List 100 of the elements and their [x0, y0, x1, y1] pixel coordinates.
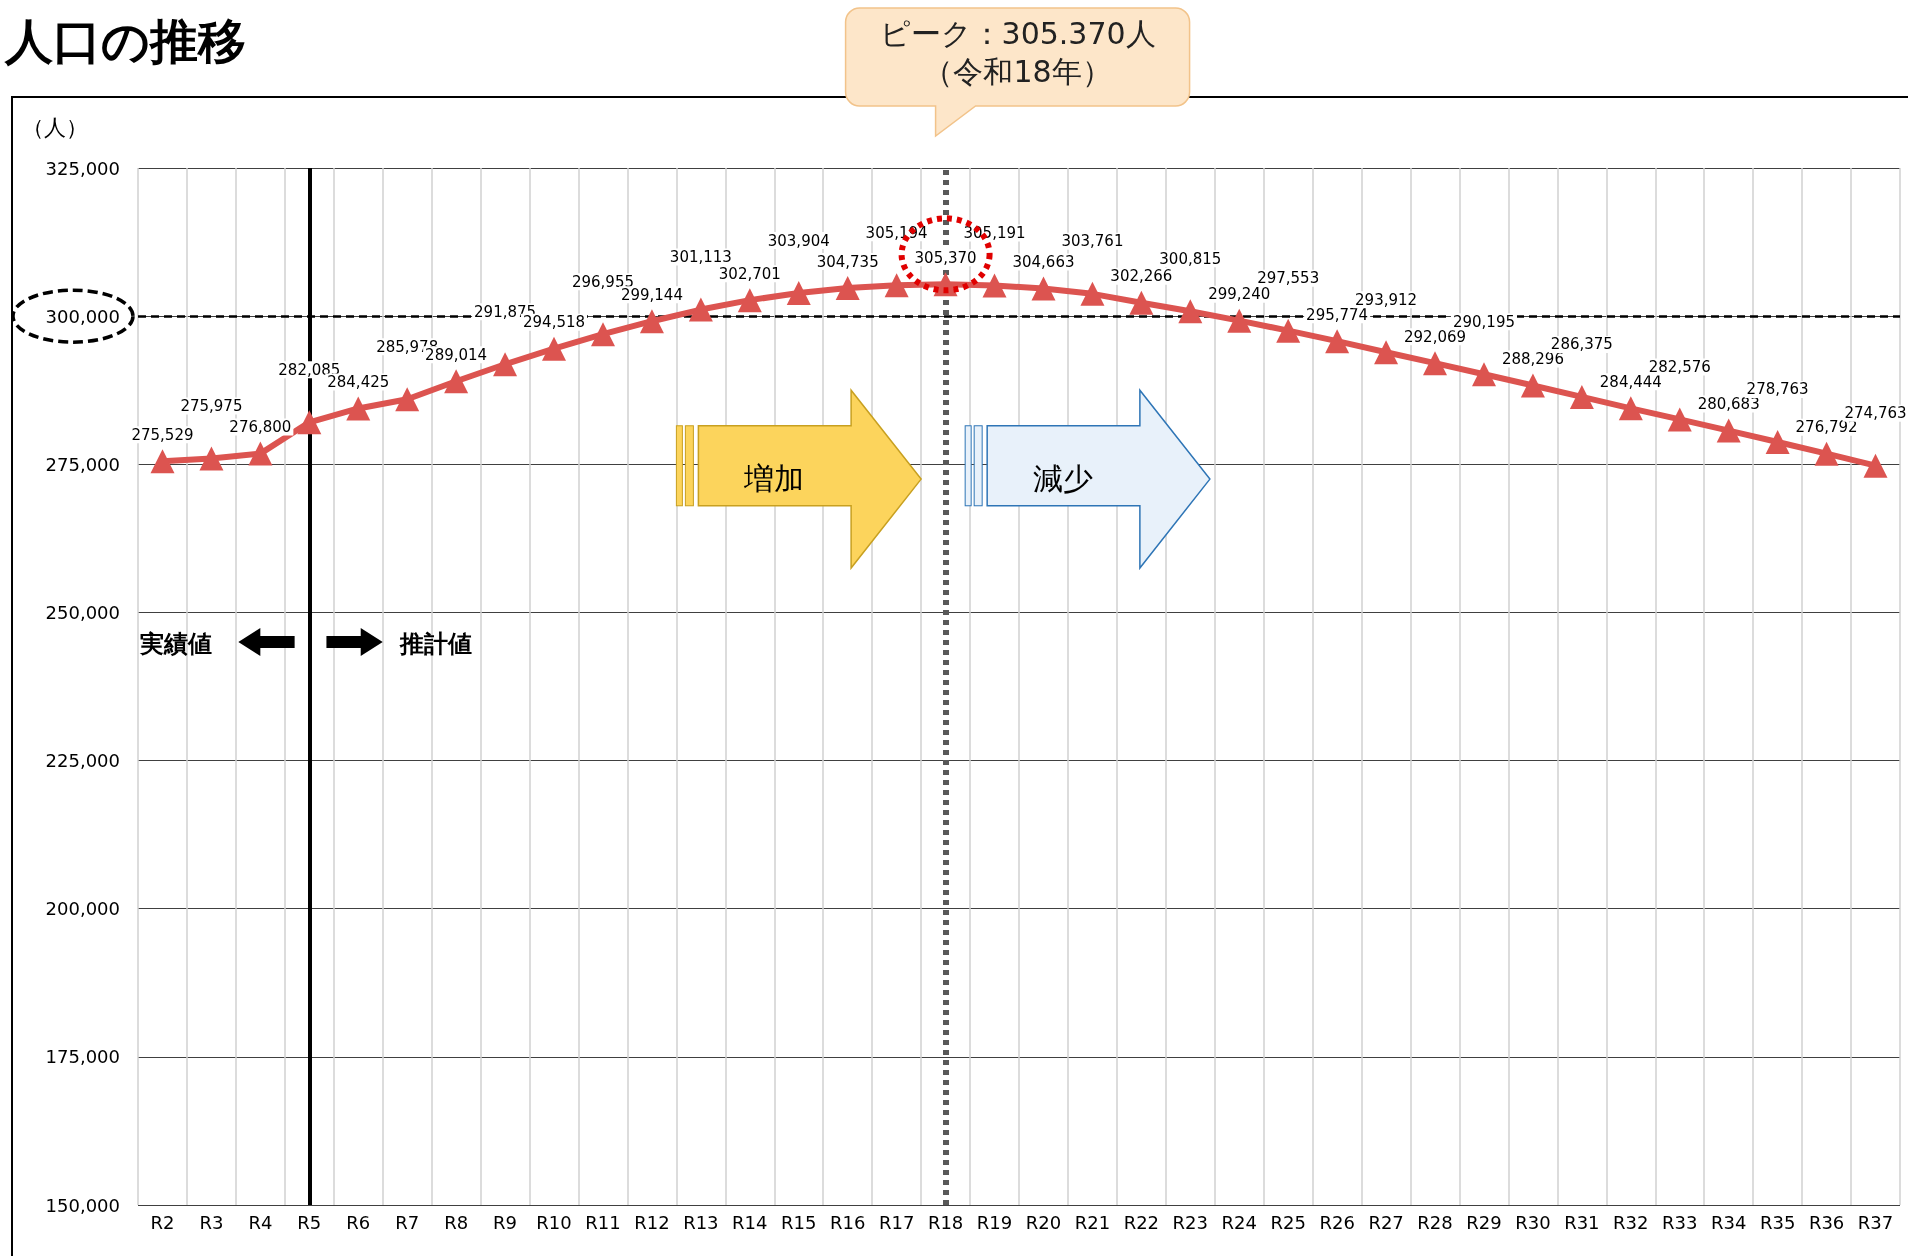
x-tick-label: R23 [1172, 1211, 1209, 1233]
x-tick-label: R4 [248, 1211, 273, 1233]
x-tick-label: R5 [297, 1211, 322, 1233]
text: 286,375 [1550, 335, 1613, 354]
point [150, 449, 175, 474]
x-tick-label: R7 [395, 1211, 420, 1233]
point [493, 352, 518, 377]
point [248, 441, 273, 466]
x-tick-label: R37 [1857, 1211, 1894, 1233]
x-tick-label: R6 [346, 1211, 371, 1233]
x-tick-label: R29 [1466, 1211, 1502, 1233]
x-tick-label: R20 [1025, 1211, 1062, 1233]
point [639, 309, 664, 334]
point [590, 322, 615, 347]
point [444, 369, 469, 394]
text: 303,761 [1061, 232, 1124, 251]
text: 300,815 [1159, 249, 1222, 268]
point [297, 410, 322, 435]
y-tick-label: 325,000 [45, 157, 120, 179]
x-tick-label: R14 [732, 1211, 768, 1233]
annotation: 推計値 [398, 630, 472, 659]
x-tick-label: R9 [493, 1211, 518, 1233]
annotation: 実績値 [139, 630, 213, 659]
text: 280,683 [1697, 395, 1760, 414]
point [395, 387, 420, 412]
point [542, 336, 567, 361]
x-tick-label: R36 [1808, 1211, 1845, 1233]
x-tick-label: R16 [829, 1211, 866, 1233]
x-tick-label: R22 [1123, 1211, 1160, 1233]
y-tick-label: 300,000 [45, 305, 120, 327]
point [1618, 396, 1643, 421]
text: 284,444 [1599, 372, 1662, 391]
annotation: 減少 [1032, 461, 1093, 497]
point [1716, 418, 1741, 443]
x-tick-label: R3 [199, 1211, 224, 1233]
point [982, 273, 1007, 298]
point [1031, 276, 1056, 301]
point [1276, 318, 1301, 343]
x-tick-label: R12 [634, 1211, 670, 1233]
text: 302,266 [1110, 267, 1173, 286]
text: 292,069 [1404, 327, 1467, 346]
x-tick-label: R27 [1368, 1211, 1404, 1233]
text: 297,553 [1257, 269, 1320, 288]
point [1863, 453, 1888, 478]
x-tick-label: R11 [585, 1211, 621, 1233]
text: 305,194 [865, 223, 928, 242]
x-tick-label: R28 [1417, 1211, 1453, 1233]
x-tick-label: R10 [536, 1211, 572, 1233]
point [1080, 281, 1105, 306]
x-tick-label: R35 [1759, 1211, 1796, 1233]
text: 278,763 [1746, 380, 1809, 399]
y-axis-title: （人） [22, 114, 88, 140]
point [1129, 290, 1154, 315]
point [1471, 362, 1496, 387]
point [1178, 299, 1203, 324]
text: 304,735 [816, 252, 879, 271]
point [688, 297, 713, 322]
x-tick-label: R21 [1074, 1211, 1111, 1233]
x-tick-label: R32 [1613, 1211, 1649, 1233]
text: 305,370 [914, 248, 977, 267]
text: （令和18年） [923, 54, 1112, 89]
x-tick-label: R34 [1710, 1211, 1747, 1233]
text: 290,195 [1452, 312, 1515, 331]
point [786, 281, 811, 306]
point [1667, 407, 1692, 432]
x-tick-label: R15 [781, 1211, 817, 1233]
point [1227, 308, 1252, 333]
y-tick-label: 200,000 [45, 898, 120, 920]
text: 276,800 [229, 418, 292, 437]
x-tick-label: R24 [1221, 1211, 1257, 1233]
point [1520, 373, 1545, 398]
x-tick-label: R17 [878, 1211, 915, 1233]
point [1325, 329, 1350, 354]
x-tick-label: R13 [683, 1211, 719, 1233]
y-tick-label: 250,000 [45, 601, 120, 623]
text: 301,113 [669, 248, 732, 267]
x-tick-label: R30 [1515, 1211, 1551, 1233]
y-tick-label: 150,000 [45, 1194, 120, 1216]
text: 282,576 [1648, 357, 1711, 376]
text: 293,912 [1355, 290, 1418, 309]
x-tick-label: R25 [1270, 1211, 1306, 1233]
point [884, 273, 909, 298]
point [1765, 429, 1790, 454]
text: 295,774 [1306, 305, 1369, 324]
point [1814, 441, 1839, 466]
x-tick-label: R26 [1319, 1211, 1355, 1233]
text: 299,240 [1208, 285, 1271, 304]
text: ピーク：305.370人 [879, 16, 1156, 51]
text: 302,701 [718, 264, 781, 283]
text: 276,792 [1795, 418, 1858, 437]
point [1374, 340, 1399, 365]
x-tick-label: R33 [1662, 1211, 1698, 1233]
x-tick-label: R31 [1564, 1211, 1600, 1233]
text: 304,663 [1012, 253, 1075, 272]
y-tick-label: 175,000 [45, 1046, 120, 1068]
point [1423, 351, 1448, 376]
text: 288,296 [1501, 350, 1564, 368]
point [835, 276, 860, 301]
chart-title: 人口の推移 [4, 13, 246, 69]
point [199, 446, 224, 471]
